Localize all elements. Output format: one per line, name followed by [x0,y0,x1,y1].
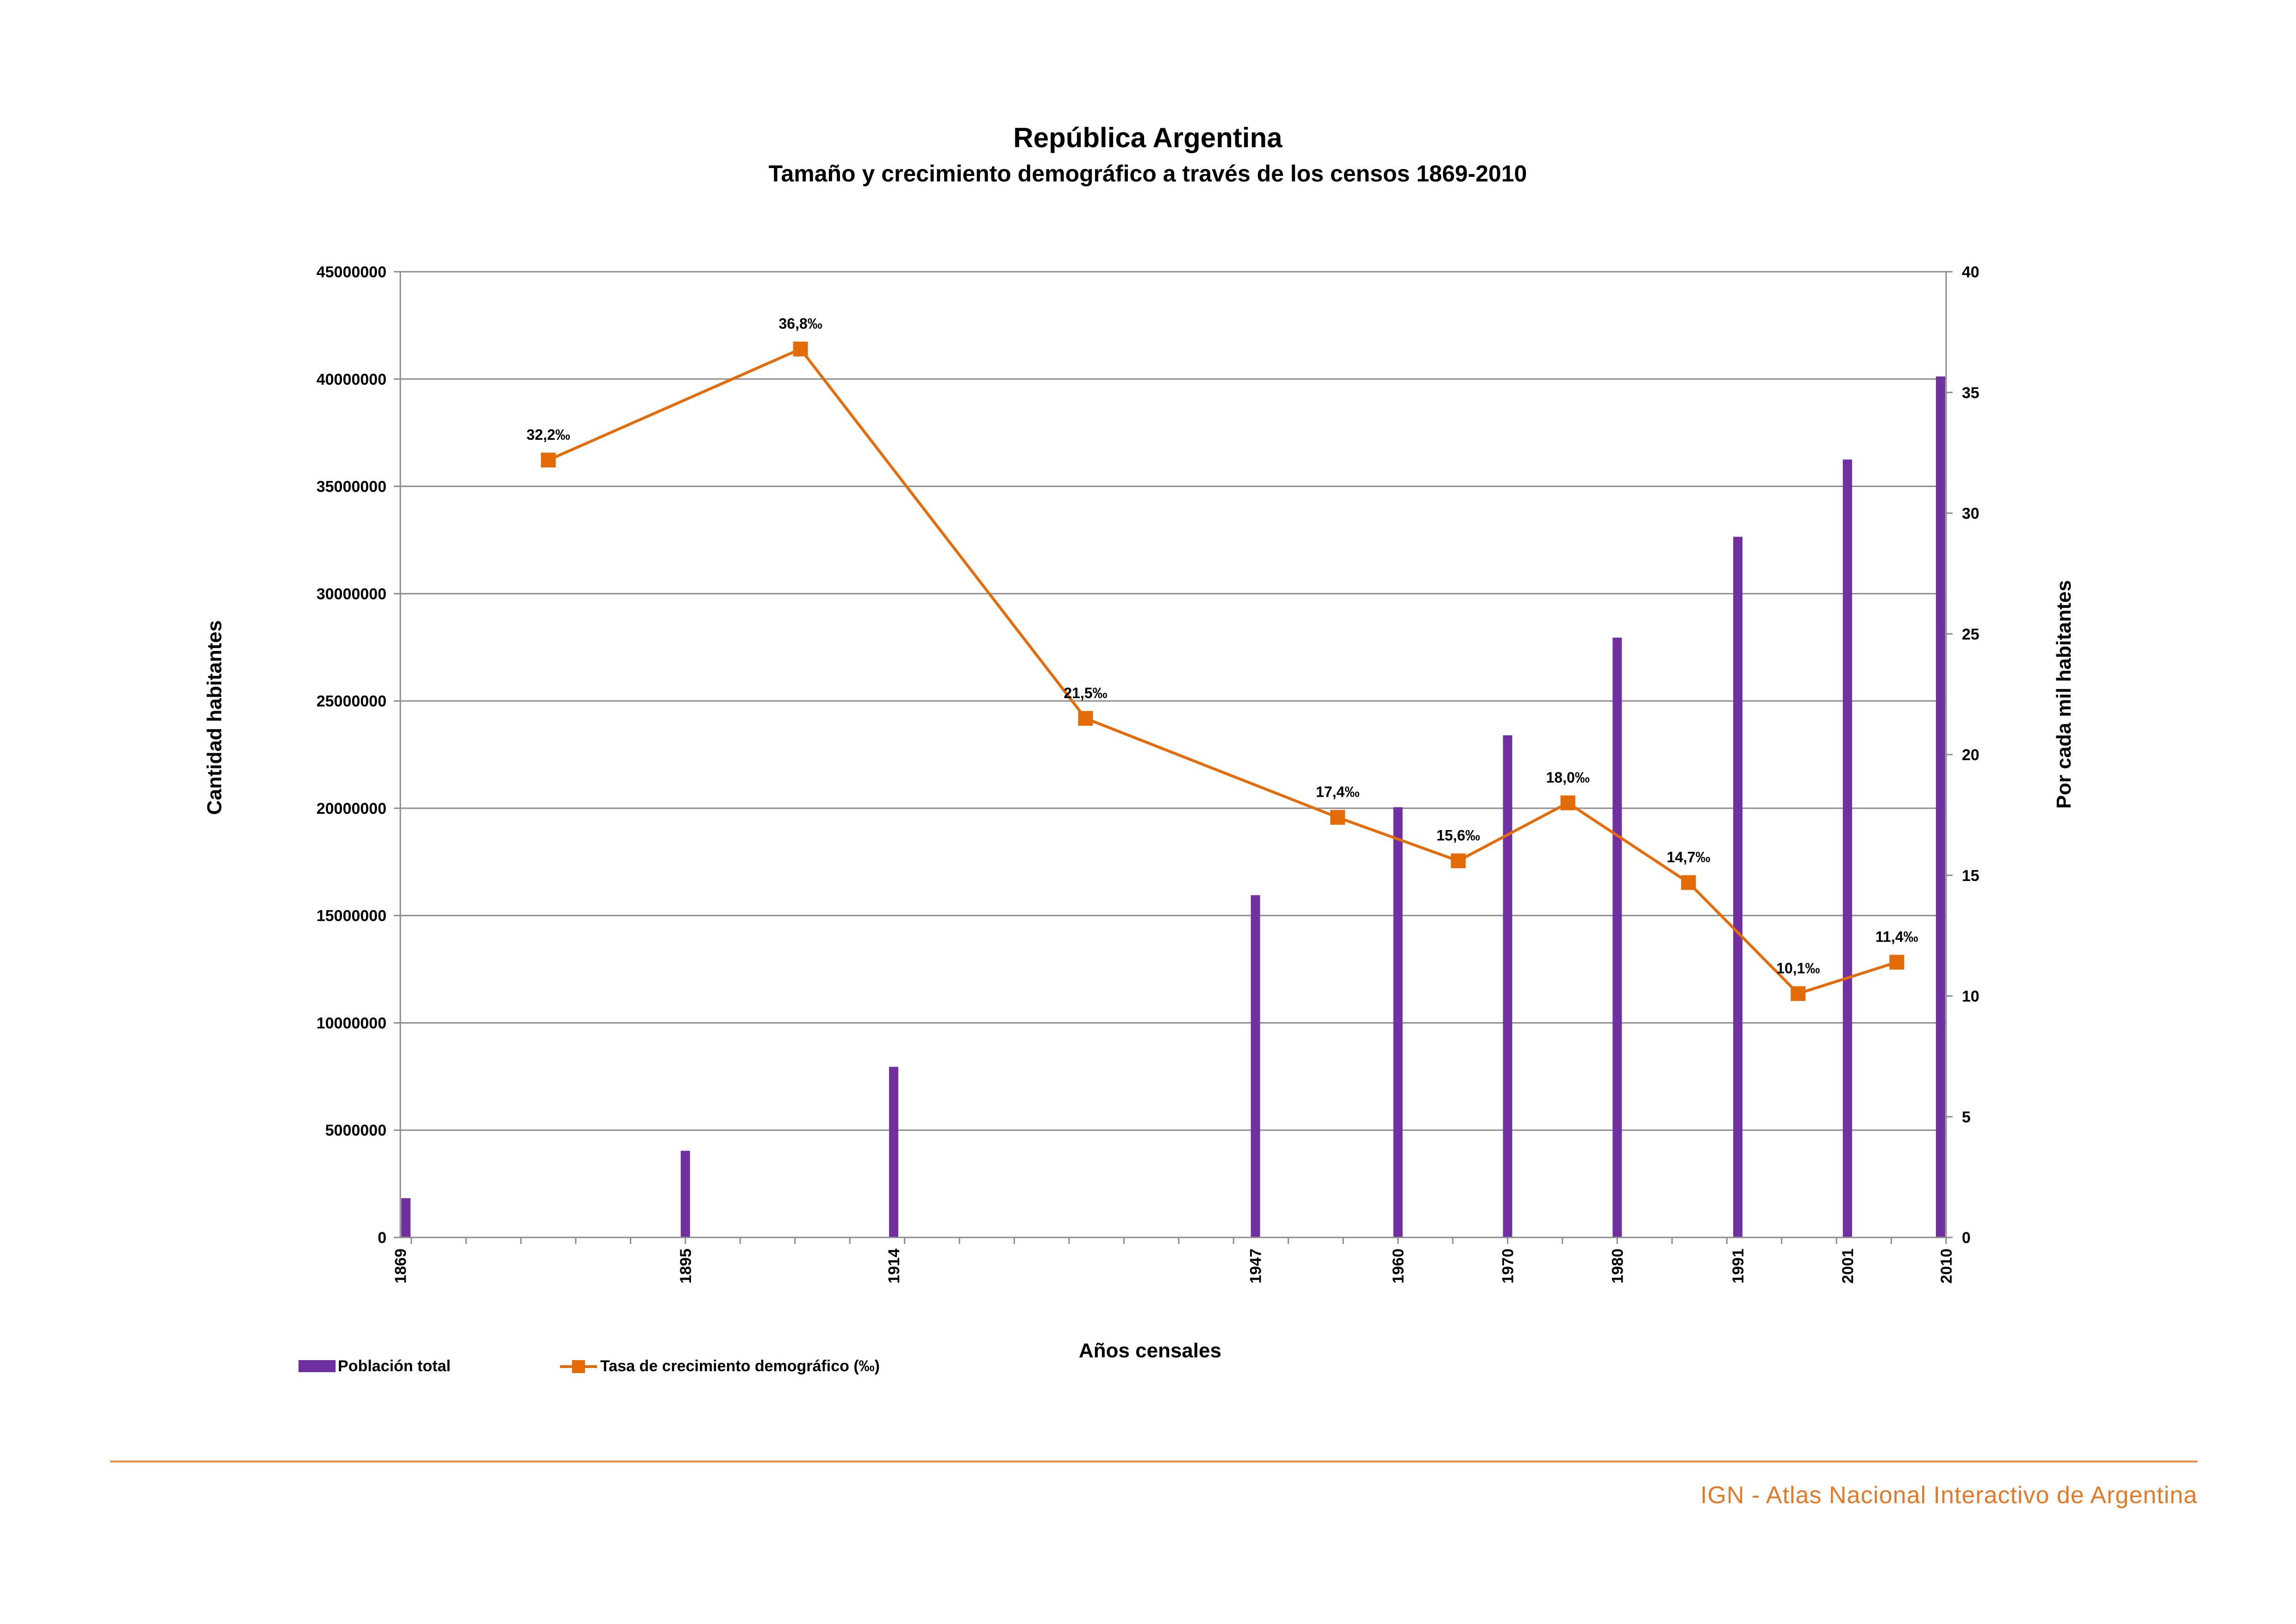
x-axis-title: Años censales [1079,1339,1221,1362]
growth-rate-marker [793,341,808,356]
growth-rate-data-label: 14,7‰ [1667,849,1710,865]
x-tick-label: 1914 [885,1249,903,1284]
growth-rate-marker [1560,795,1575,811]
population-bar [1503,735,1512,1237]
y-right-tick-label: 40 [1962,263,1979,281]
growth-rate-data-label: 10,1‰ [1776,960,1820,976]
x-tick-label: 1869 [392,1249,410,1284]
legend-label-population: Población total [338,1357,451,1375]
y-right-tick-label: 35 [1962,384,1979,402]
population-bar [1733,537,1742,1237]
y-right-tick-label: 30 [1962,505,1979,523]
population-bar [401,1198,411,1237]
growth-rate-data-label: 32,2‰ [527,426,570,443]
growth-rate-data-label: 17,4‰ [1316,784,1359,800]
growth-rate-polyline [548,347,1898,995]
x-tick-label: 2010 [1938,1249,1955,1284]
y-left-tick-label: 20000000 [317,800,386,818]
growth-rate-marker [1889,955,1904,970]
y-left-tick-label: 15000000 [317,907,386,925]
axes [394,271,1953,1244]
population-bars [401,376,1945,1237]
y-right-tick-label: 25 [1962,625,1979,643]
chart-title: República Argentina [1013,122,1282,153]
growth-rate-marker [541,452,556,468]
chart-subtitle: Tamaño y crecimiento demográfico a travé… [769,161,1527,187]
legend-swatch-population [299,1360,336,1372]
growth-rate-marker [1330,810,1345,825]
growth-rate-marker [1078,711,1093,726]
growth-rate-data-label: 11,4‰ [1875,928,1918,945]
y-right-tick-label: 20 [1962,746,1979,764]
legend: Población total Tasa de crecimiento demo… [299,1357,880,1375]
footer-credit: IGN - Atlas Nacional Interactivo de Arge… [1700,1482,2197,1509]
y-left-tick-label: 5000000 [325,1122,386,1139]
x-tick-label: 1980 [1609,1249,1626,1284]
y-axis-left-title: Cantidad habitantes [203,620,226,815]
x-tick-label: 2001 [1839,1249,1857,1284]
growth-rate-data-label: 18,0‰ [1546,769,1590,786]
y-left-tick-label: 40000000 [317,371,386,388]
population-bar [680,1150,690,1237]
population-bar [889,1067,898,1237]
population-bar [1842,459,1852,1237]
x-tick-label: 1960 [1390,1249,1407,1284]
tick-labels: 0 5000000 10000000 15000000 20000000 25000000… [317,263,1979,1284]
growth-rate-data-label: 21,5‰ [1064,685,1107,701]
growth-rate-marker [1681,875,1696,890]
population-bar [1251,895,1260,1237]
y-left-tick-label: 25000000 [317,693,386,710]
y-axis-right-title: Por cada mil habitantes [2053,580,2075,809]
growth-rate-data-label: 36,8‰ [778,315,822,332]
legend-swatch-growth-marker [572,1360,585,1373]
population-bar [1936,376,1945,1237]
y-left-tick-label: 0 [378,1229,386,1247]
growth-rate-data-label: 15,6‰ [1437,827,1480,843]
y-right-tick-label: 0 [1962,1229,1971,1247]
growth-rate-marker [1450,853,1466,868]
y-left-tick-label: 45000000 [317,263,386,281]
population-bar [1612,637,1622,1237]
x-tick-label: 1991 [1730,1249,1747,1284]
growth-rate-marker [1791,986,1806,1001]
population-bar [1393,807,1403,1237]
y-right-tick-label: 15 [1962,867,1979,885]
footer-divider [110,1461,2197,1462]
gridlines [400,271,1946,1131]
y-right-tick-label: 5 [1962,1108,1971,1126]
growth-rate-line: 32,2‰ 36,8‰ 21,5‰ 17,4‰ 15,6‰ 18,0‰ 14,7‰ 10,1‰… [527,315,1918,1001]
y-right-tick-label: 10 [1962,988,1979,1006]
y-left-tick-label: 10000000 [317,1014,386,1032]
legend-label-growth-rate: Tasa de crecimiento demográfico (‰) [600,1357,880,1375]
x-tick-label: 1895 [677,1249,695,1284]
y-left-tick-label: 35000000 [317,478,386,496]
y-left-tick-label: 30000000 [317,585,386,603]
x-tick-label: 1970 [1499,1249,1517,1284]
x-tick-label: 1947 [1247,1249,1265,1284]
